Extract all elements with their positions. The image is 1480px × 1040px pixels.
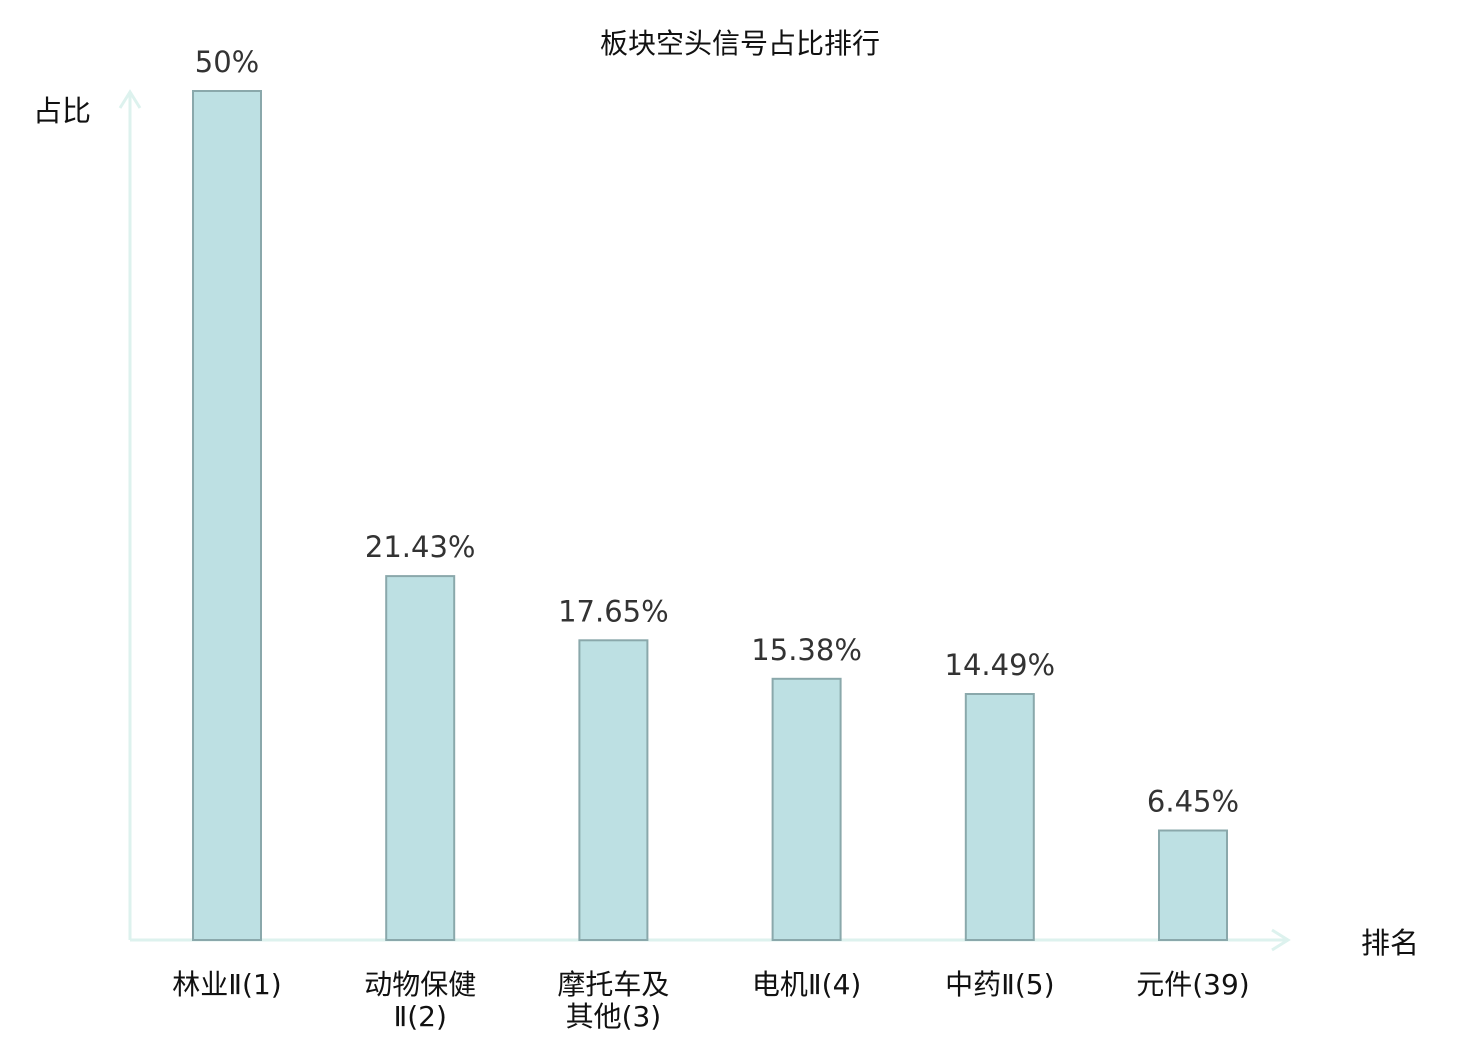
category-label-line: 摩托车及 <box>557 968 669 1001</box>
bar-6 <box>1158 829 1228 941</box>
bar-3 <box>578 639 649 941</box>
value-label-4: 15.38% <box>751 633 862 667</box>
x-axis-label: 排名 <box>1361 926 1419 960</box>
value-label-1: 50% <box>195 45 259 79</box>
category-labels: 林业Ⅱ(1) 动物保健 Ⅱ(2) 摩托车及其他(3) 电机Ⅱ(4) 中药Ⅱ(5) 元件(39… <box>172 968 1249 1033</box>
category-label-6: 元件(39) <box>1136 968 1249 1001</box>
category-label-line: Ⅱ(2) <box>393 1000 446 1033</box>
category-label-line: 中药Ⅱ(5) <box>945 968 1054 1001</box>
value-label-2: 21.43% <box>365 530 476 564</box>
bar-5 <box>964 693 1035 941</box>
bars <box>192 90 1228 941</box>
x-axis <box>130 928 1291 952</box>
category-label-line: 其他(3) <box>566 1000 662 1033</box>
y-axis-arrow <box>118 89 142 109</box>
value-label-6: 6.45% <box>1147 785 1239 819</box>
value-label-5: 14.49% <box>945 648 1056 682</box>
bar-1 <box>192 90 262 941</box>
category-label-line: 林业Ⅱ(1) <box>172 968 281 1001</box>
category-label-2: 动物保健 Ⅱ(2) <box>364 968 476 1033</box>
category-label-line: 电机Ⅱ(4) <box>752 968 861 1001</box>
value-labels: 50% 21.43% 17.65% 15.38% 14.49% 6.45% <box>195 45 1239 819</box>
y-axis <box>118 89 142 940</box>
x-axis-arrow <box>1271 928 1291 952</box>
value-label-3: 17.65% <box>558 594 669 628</box>
category-label-line: 元件(39) <box>1136 968 1249 1001</box>
category-label-4: 电机Ⅱ(4) <box>752 968 861 1001</box>
bar-4 <box>771 677 842 941</box>
category-label-3: 摩托车及其他(3) <box>557 968 669 1033</box>
chart-title: 板块空头信号占比排行 <box>600 27 880 60</box>
y-axis-label: 占比 <box>33 94 91 128</box>
category-label-5: 中药Ⅱ(5) <box>945 968 1054 1001</box>
bar-2 <box>385 575 456 941</box>
category-label-line: 动物保健 <box>364 968 476 1001</box>
category-label-1: 林业Ⅱ(1) <box>172 968 281 1001</box>
